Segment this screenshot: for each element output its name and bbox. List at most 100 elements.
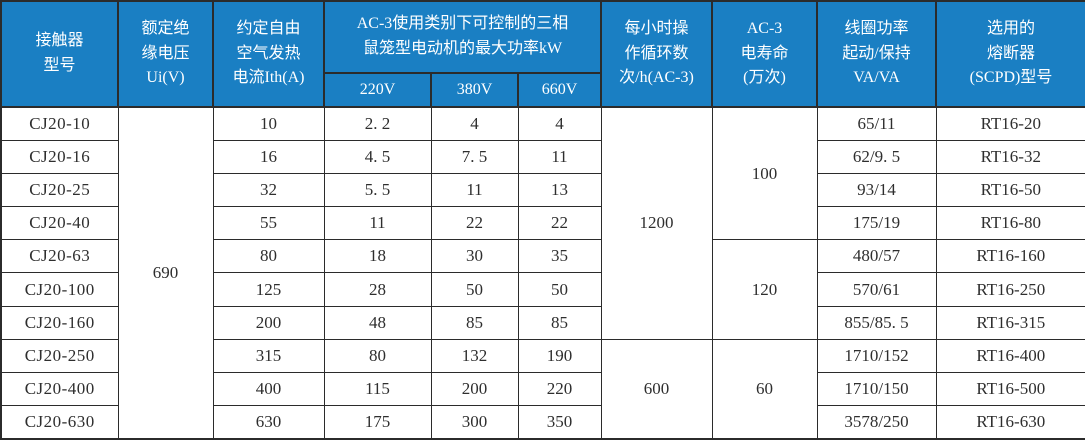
- cell-model: CJ20-10: [0, 106, 119, 141]
- header-fuse: 选用的 熔断器 (SCPD)型号: [935, 0, 1085, 108]
- cell-coil: 570/61: [816, 272, 937, 307]
- cell-220v: 48: [323, 305, 432, 340]
- table-body: CJ20-10 690 10 2. 2 4 4 1200 100 65/11 R…: [0, 106, 1085, 440]
- header-model: 接触器 型号: [0, 0, 119, 108]
- table-row: CJ20-16 16 4. 5 7. 5 11 62/9. 5 RT16-32: [0, 139, 1085, 174]
- cell-220v: 115: [323, 371, 432, 407]
- cell-fuse: RT16-50: [935, 172, 1085, 208]
- cell-220v: 2. 2: [323, 106, 432, 141]
- cell-coil: 480/57: [816, 239, 937, 274]
- cell-ith: 10: [212, 106, 325, 141]
- cell-660v: 22: [517, 206, 602, 241]
- cell-660v: 50: [517, 272, 602, 307]
- table-row: CJ20-40 55 11 22 22 175/19 RT16-80: [0, 206, 1085, 241]
- cell-model: CJ20-16: [0, 139, 119, 174]
- cell-model: CJ20-250: [0, 338, 119, 374]
- table-row: CJ20-400 400 115 200 220 1710/150 RT16-5…: [0, 371, 1085, 407]
- header-row-sub: 220V 380V 660V: [1, 72, 1085, 108]
- cell-coil: 1710/152: [816, 338, 937, 374]
- cell-380v: 4: [430, 106, 519, 141]
- cell-380v: 300: [430, 405, 519, 440]
- cell-660v: 85: [517, 305, 602, 340]
- cell-model: CJ20-400: [0, 371, 119, 407]
- table-row: CJ20-63 80 18 30 35 120 480/57 RT16-160: [0, 239, 1085, 340]
- cell-380v: 7. 5: [430, 139, 519, 174]
- cell-life-120: 120: [711, 239, 818, 340]
- cell-660v: 35: [517, 239, 602, 274]
- header-220v: 220V: [323, 72, 432, 108]
- header-motor-power-group: AC-3使用类别下可控制的三相 鼠笼型电动机的最大功率kW: [322, 0, 603, 74]
- cell-220v: 28: [323, 272, 432, 307]
- cell-660v: 11: [517, 139, 602, 174]
- cell-380v: 132: [430, 338, 519, 374]
- cell-ith: 32: [212, 172, 325, 208]
- table-row: CJ20-250 315 80 132 190 600 60 1710/152 …: [0, 338, 1085, 440]
- cell-ith: 200: [212, 305, 325, 340]
- header-cycles-per-hour: 每小时操 作循环数 次/h(AC-3): [600, 0, 714, 108]
- cell-insulation-voltage: 690: [117, 106, 214, 440]
- header-thermal-current: 约定自由 空气发热 电流Ith(A): [212, 0, 325, 108]
- cell-220v: 80: [323, 338, 432, 374]
- cell-660v: 13: [517, 172, 602, 208]
- table-row: CJ20-160 200 48 85 85 855/85. 5 RT16-315: [0, 305, 1085, 340]
- cell-220v: 175: [323, 405, 432, 440]
- cell-coil: 62/9. 5: [816, 139, 937, 174]
- cell-ith: 16: [212, 139, 325, 174]
- cell-model: CJ20-40: [0, 206, 119, 241]
- cell-fuse: RT16-500: [935, 371, 1085, 407]
- cell-380v: 22: [430, 206, 519, 241]
- cell-coil: 93/14: [816, 172, 937, 208]
- cell-660v: 350: [517, 405, 602, 440]
- cell-model: CJ20-160: [0, 305, 119, 340]
- cell-coil: 175/19: [816, 206, 937, 241]
- cell-380v: 30: [430, 239, 519, 274]
- cell-life-60: 60: [711, 338, 818, 440]
- cell-220v: 4. 5: [323, 139, 432, 174]
- header-electrical-life: AC-3 电寿命 (万次): [711, 0, 819, 108]
- header-660v: 660V: [516, 72, 603, 108]
- cell-220v: 11: [323, 206, 432, 241]
- cell-ith: 55: [212, 206, 325, 241]
- cell-ith: 400: [212, 371, 325, 407]
- cell-coil: 1710/150: [816, 371, 937, 407]
- header-380v: 380V: [430, 72, 519, 108]
- cell-380v: 11: [430, 172, 519, 208]
- header-insulation-voltage: 额定绝 缘电压 Ui(V): [117, 0, 214, 108]
- table-header: 接触器 型号 额定绝 缘电压 Ui(V) 约定自由 空气发热 电流Ith(A) …: [0, 0, 1085, 108]
- cell-ith: 315: [212, 338, 325, 374]
- cell-cycles-600: 600: [600, 338, 713, 440]
- cell-ith: 80: [212, 239, 325, 274]
- cell-coil: 3578/250: [816, 405, 937, 440]
- cell-fuse: RT16-80: [935, 206, 1085, 241]
- cell-life-100: 100: [711, 106, 818, 241]
- cell-model: CJ20-100: [0, 272, 119, 307]
- cell-model: CJ20-630: [0, 405, 119, 440]
- cell-660v: 190: [517, 338, 602, 374]
- cell-380v: 50: [430, 272, 519, 307]
- cell-fuse: RT16-400: [935, 338, 1085, 374]
- cell-ith: 125: [212, 272, 325, 307]
- cell-ith: 630: [212, 405, 325, 440]
- table-row: CJ20-100 125 28 50 50 570/61 RT16-250: [0, 272, 1085, 307]
- cell-cycles-1200: 1200: [600, 106, 713, 340]
- cell-660v: 220: [517, 371, 602, 407]
- cell-fuse: RT16-32: [935, 139, 1085, 174]
- table-row: CJ20-630 630 175 300 350 3578/250 RT16-6…: [0, 405, 1085, 440]
- header-coil-power: 线圈功率 起动/保持 VA/VA: [816, 0, 938, 108]
- cell-fuse: RT16-630: [935, 405, 1085, 440]
- cell-coil: 855/85. 5: [816, 305, 937, 340]
- cell-fuse: RT16-20: [935, 106, 1085, 141]
- cell-660v: 4: [517, 106, 602, 141]
- cell-fuse: RT16-160: [935, 239, 1085, 274]
- cell-model: CJ20-25: [0, 172, 119, 208]
- header-row-top: 接触器 型号 额定绝 缘电压 Ui(V) 约定自由 空气发热 电流Ith(A) …: [0, 0, 1085, 108]
- cell-fuse: RT16-250: [935, 272, 1085, 307]
- cell-380v: 85: [430, 305, 519, 340]
- table-row: CJ20-25 32 5. 5 11 13 93/14 RT16-50: [0, 172, 1085, 208]
- cell-220v: 5. 5: [323, 172, 432, 208]
- cell-fuse: RT16-315: [935, 305, 1085, 340]
- cell-220v: 18: [323, 239, 432, 274]
- cell-380v: 200: [430, 371, 519, 407]
